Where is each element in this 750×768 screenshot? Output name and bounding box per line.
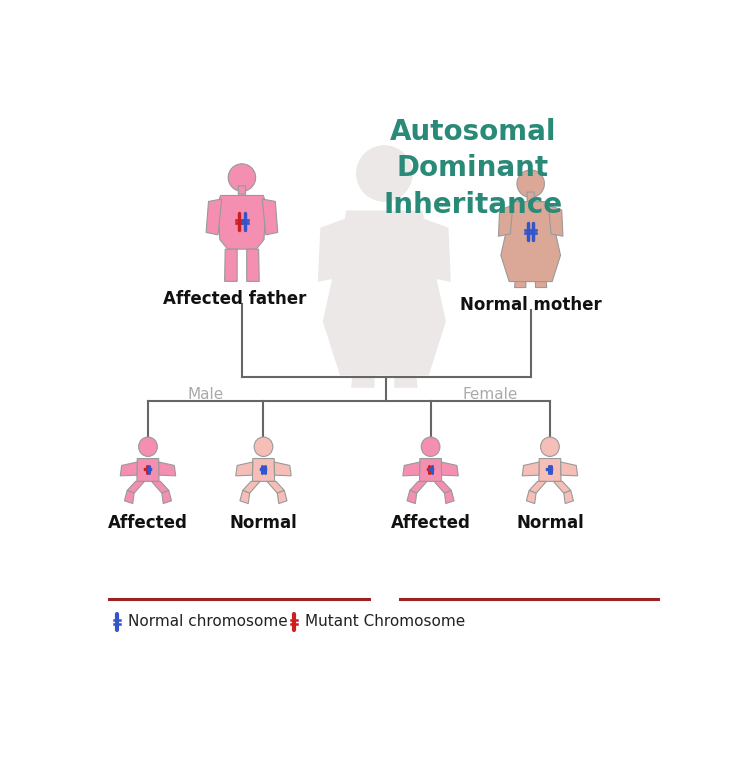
Circle shape bbox=[517, 170, 544, 197]
Polygon shape bbox=[128, 482, 145, 493]
Polygon shape bbox=[554, 482, 571, 493]
Polygon shape bbox=[526, 491, 536, 504]
Polygon shape bbox=[434, 482, 451, 493]
Text: Mutant Chromosome: Mutant Chromosome bbox=[305, 614, 465, 630]
Text: Female: Female bbox=[462, 388, 518, 402]
Text: Normal mother: Normal mother bbox=[460, 296, 602, 314]
Polygon shape bbox=[422, 218, 451, 282]
Text: Normal: Normal bbox=[516, 514, 584, 532]
Polygon shape bbox=[218, 195, 266, 249]
Polygon shape bbox=[407, 491, 417, 504]
FancyBboxPatch shape bbox=[238, 186, 245, 194]
Polygon shape bbox=[124, 491, 134, 504]
Polygon shape bbox=[152, 482, 169, 493]
Text: Male: Male bbox=[188, 388, 224, 402]
Text: Autosomal
Dominant
Inheritance: Autosomal Dominant Inheritance bbox=[383, 118, 562, 219]
Polygon shape bbox=[538, 458, 561, 482]
Polygon shape bbox=[499, 205, 513, 237]
FancyBboxPatch shape bbox=[527, 192, 534, 200]
Polygon shape bbox=[322, 210, 446, 376]
Polygon shape bbox=[262, 199, 278, 235]
Polygon shape bbox=[243, 482, 260, 493]
Polygon shape bbox=[274, 462, 291, 476]
Polygon shape bbox=[410, 482, 427, 493]
Polygon shape bbox=[224, 249, 237, 281]
Polygon shape bbox=[351, 376, 374, 388]
Polygon shape bbox=[159, 462, 176, 476]
Ellipse shape bbox=[541, 437, 560, 456]
Text: Affected: Affected bbox=[391, 514, 470, 532]
Text: Affected father: Affected father bbox=[163, 290, 306, 308]
Ellipse shape bbox=[139, 437, 158, 456]
Polygon shape bbox=[419, 458, 442, 482]
Polygon shape bbox=[536, 282, 547, 287]
Polygon shape bbox=[530, 482, 547, 493]
Polygon shape bbox=[240, 491, 250, 504]
Polygon shape bbox=[206, 199, 222, 235]
Text: Normal chromosome: Normal chromosome bbox=[128, 614, 288, 630]
Polygon shape bbox=[445, 491, 454, 504]
Polygon shape bbox=[278, 491, 287, 504]
Polygon shape bbox=[403, 462, 420, 476]
Polygon shape bbox=[561, 462, 578, 476]
Polygon shape bbox=[522, 462, 539, 476]
Polygon shape bbox=[247, 249, 259, 281]
Polygon shape bbox=[501, 202, 560, 282]
Circle shape bbox=[356, 145, 413, 202]
Polygon shape bbox=[236, 462, 253, 476]
Polygon shape bbox=[564, 491, 574, 504]
Polygon shape bbox=[441, 462, 458, 476]
Polygon shape bbox=[162, 491, 172, 504]
Polygon shape bbox=[514, 282, 526, 287]
Text: Normal: Normal bbox=[230, 514, 297, 532]
Polygon shape bbox=[548, 205, 563, 237]
Polygon shape bbox=[137, 458, 159, 482]
Polygon shape bbox=[120, 462, 137, 476]
Text: Affected: Affected bbox=[108, 514, 188, 532]
Polygon shape bbox=[267, 482, 284, 493]
Ellipse shape bbox=[254, 437, 273, 456]
Polygon shape bbox=[253, 458, 274, 482]
Circle shape bbox=[228, 164, 256, 191]
Polygon shape bbox=[318, 218, 347, 282]
Polygon shape bbox=[394, 376, 418, 388]
Ellipse shape bbox=[422, 437, 440, 456]
